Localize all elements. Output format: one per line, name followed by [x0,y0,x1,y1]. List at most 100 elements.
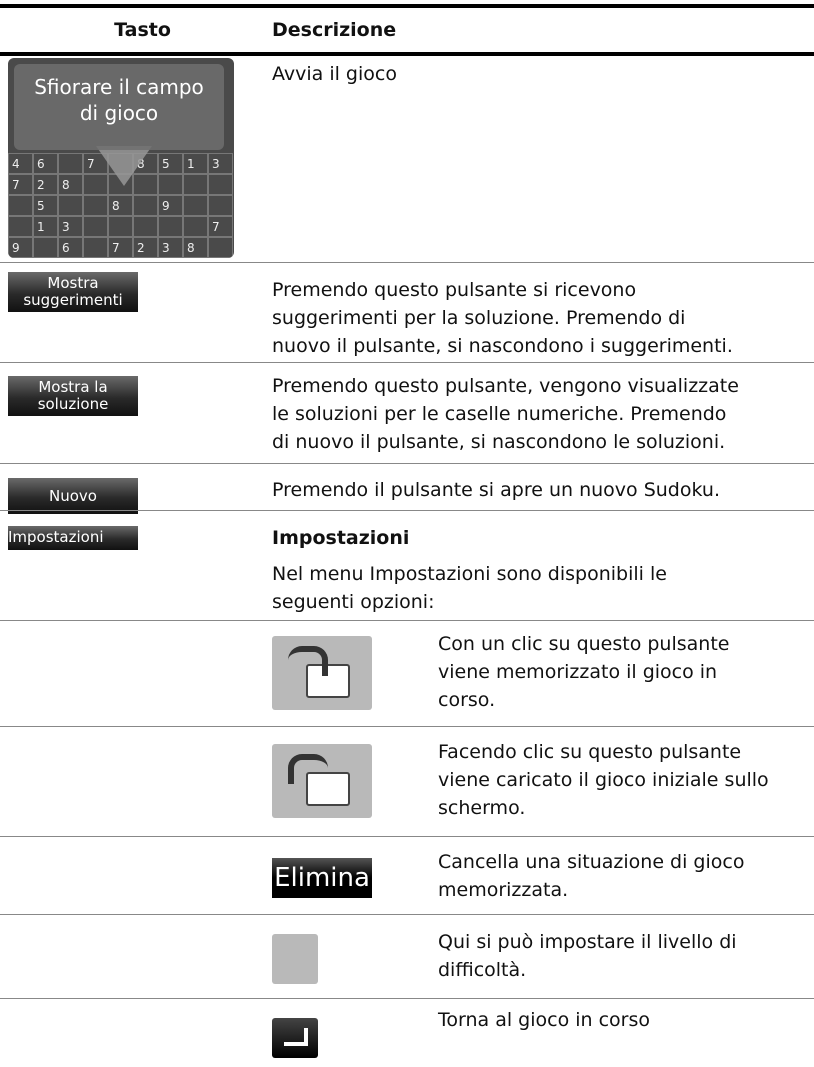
description-line: Qui si può impostare il livello di [438,931,737,953]
difficulty-icon [272,934,318,984]
arrow [288,754,328,784]
row-rule [0,620,814,621]
button-image: Impostazioni [8,526,138,550]
sudoku-cell: 2 [33,174,58,195]
sudoku-cell: 2 [133,237,158,258]
sudoku-cell: 7 [208,216,233,237]
sudoku-cell [208,195,233,216]
sudoku-cell: 3 [158,237,183,258]
sudoku-cell [158,216,183,237]
button-label: suggerimenti [23,291,123,309]
sudoku-cell: 6 [33,153,58,174]
sudoku-cell: 4 [8,153,33,174]
table-top-rule [0,4,814,8]
sudoku-cell: 8 [108,195,133,216]
description-line: Torna al gioco in corso [438,1009,651,1031]
description-line: Facendo clic su questo pulsante [438,741,742,763]
sudoku-arrow [96,146,152,186]
button-image: Mostra suggerimenti [8,272,138,312]
row-rule [0,726,814,727]
description-line: difficoltà. [438,959,527,981]
button-label: Impostazioni [8,528,104,546]
row-rule [0,836,814,837]
sudoku-cell: 9 [158,195,183,216]
sudoku-board: 4 6 7 8 5 1 3 7 2 8 5 8 9 1 3 7 9 6 7 2 3 8 Sfiorare il campo d… [8,58,234,258]
sd-icon [272,744,372,818]
delete-button: Elimina [272,858,372,898]
section-title: Impostazioni [272,527,410,549]
sudoku-cell [8,216,33,237]
sudoku-cell [208,174,233,195]
sudoku-cell [58,153,83,174]
row-rule [0,362,814,363]
description-line: Premendo il pulsante si apre un nuovo Su… [272,479,720,501]
arrow [288,646,328,676]
description-line: viene memorizzato il gioco in [438,661,718,683]
sudoku-cell [158,174,183,195]
description-line: le soluzioni per le caselle numeriche. P… [272,403,727,425]
description-line: Cancella una situazione di gioco [438,851,745,873]
button-label: Mostra la [38,378,108,396]
description-line: nuovo il pulsante, si nascondono i sugge… [272,335,733,357]
sudoku-cell: 8 [183,237,208,258]
description-line: suggerimenti per la soluzione. Premendo … [272,307,686,329]
sd-card [306,772,350,806]
description-line: viene caricato il gioco iniziale sullo [438,769,769,791]
button-label: soluzione [37,395,109,413]
button-label: Nuovo [49,487,97,505]
row-rule [0,510,814,511]
button-image: Nuovo [8,478,138,514]
description-line: memorizzata. [438,879,569,901]
sudoku-cell: 8 [58,174,83,195]
header-rule [0,52,814,56]
description-line: corso. [438,689,496,711]
return-icon [272,1018,318,1058]
header-key: Tasto [114,19,171,41]
description-line: Avvia il gioco [272,63,397,85]
row-rule [0,914,814,915]
sd-card [306,664,350,698]
header-description: Descrizione [272,19,397,41]
sudoku-cell [83,216,108,237]
sudoku-cell: 9 [8,237,33,258]
overlay-text: Sfiorare il campo [34,75,204,99]
sudoku-cell: 1 [183,153,208,174]
sudoku-cell [83,237,108,258]
sudoku-cell [8,195,33,216]
sudoku-cell [208,237,233,258]
sudoku-overlay: Sfiorare il campo di gioco [14,64,224,150]
sudoku-cell [183,195,208,216]
sudoku-cell [183,174,208,195]
row-rule [0,998,814,999]
return-arrow [284,1028,308,1046]
sd-icon [272,636,372,710]
description-line: Premendo questo pulsante si ricevono [272,279,637,301]
button-image: Mostra la soluzione [8,376,138,416]
sudoku-cell: 5 [33,195,58,216]
sudoku-cell [33,237,58,258]
row-rule [0,262,814,263]
description-line: Nel menu Impostazioni sono disponibili l… [272,563,667,585]
sudoku-cell [83,195,108,216]
sudoku-cell [183,216,208,237]
sudoku-cell: 3 [58,216,83,237]
row-rule [0,463,814,464]
sudoku-cell [133,195,158,216]
overlay-text: di gioco [79,101,159,125]
sudoku-cell: 6 [58,237,83,258]
description-line: Premendo questo pulsante, vengono visual… [272,375,739,397]
description-line: Con un clic su questo pulsante [438,633,730,655]
sudoku-cell: 3 [208,153,233,174]
sudoku-cell: 1 [33,216,58,237]
sudoku-cell [108,216,133,237]
button-label: Mostra [47,274,99,292]
description-line: seguenti opzioni: [272,591,435,613]
description-line: di nuovo il pulsante, si nascondono le s… [272,431,726,453]
description-line: schermo. [438,797,526,819]
sudoku-cell [58,195,83,216]
sudoku-cell [133,216,158,237]
sudoku-cell: 7 [108,237,133,258]
sudoku-cell: 5 [158,153,183,174]
sudoku-cell: 7 [8,174,33,195]
